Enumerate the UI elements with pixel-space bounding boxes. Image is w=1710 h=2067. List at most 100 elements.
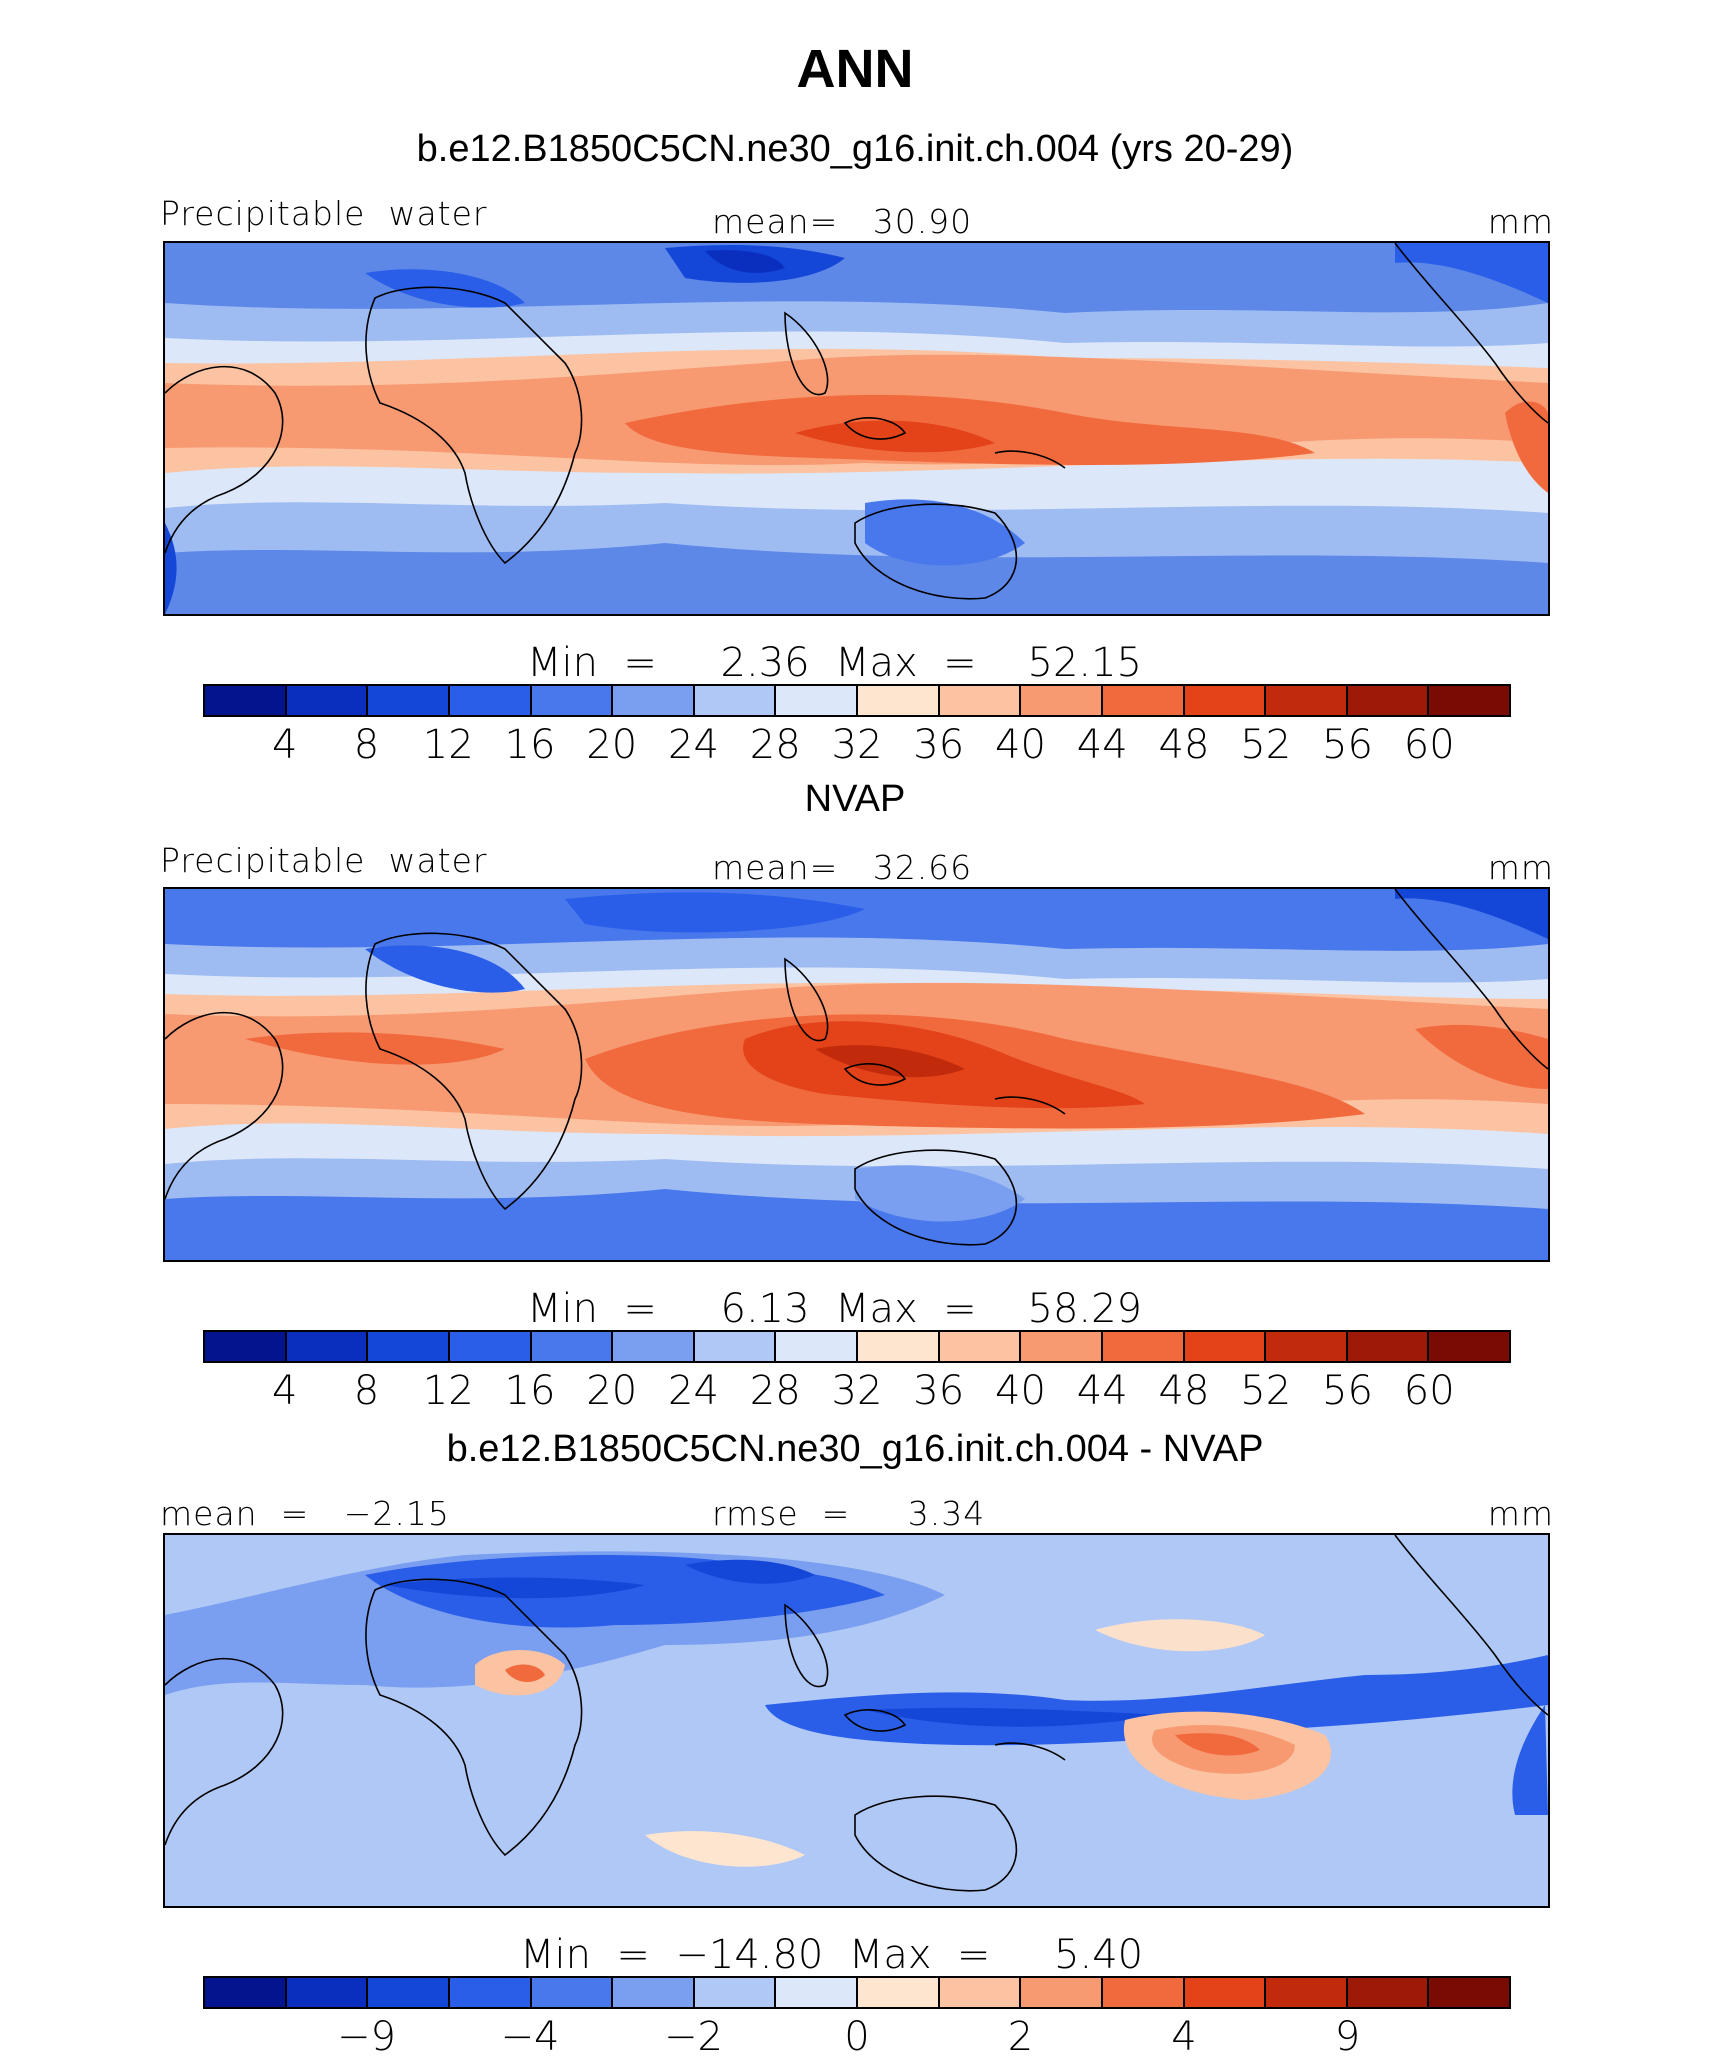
panel-1-minmax: Min = 2.36 Max = 52.15 — [527, 640, 1142, 686]
colorbar-tick-label: 24 — [668, 722, 719, 768]
colorbar-tick-label: 9 — [1334, 2014, 1361, 2060]
colorbar-cell — [205, 1332, 287, 1361]
panel-3-minmax: Min = −14.80 Max = 5.40 — [520, 1932, 1144, 1978]
colorbar-tick-label: 8 — [353, 1368, 380, 1414]
colorbar-tick-label: 56 — [1322, 1368, 1373, 1414]
panel-3-colorbar-ticks: −9 −4 −2 0 2 4 9 — [203, 2014, 1511, 2064]
panel-1-colorbar — [203, 684, 1511, 717]
colorbar-cell — [776, 1332, 858, 1361]
colorbar-tick-label: 56 — [1322, 722, 1373, 768]
panel-2-variable-label: Precipitable water — [160, 841, 488, 880]
colorbar-tick-label: 60 — [1403, 722, 1455, 768]
colorbar-cell — [1429, 1978, 1509, 2007]
colorbar-tick-label: −4 — [500, 2014, 560, 2060]
panel-1-variable-label: Precipitable water — [160, 194, 488, 233]
colorbar-tick-label: 48 — [1158, 1368, 1210, 1414]
panel-2-map — [163, 887, 1550, 1262]
colorbar-cell — [368, 686, 450, 715]
colorbar-tick-label: 36 — [913, 722, 965, 768]
colorbar-cell — [368, 1978, 450, 2007]
colorbar-tick-label: 4 — [272, 722, 298, 768]
colorbar-cell — [1021, 1978, 1103, 2007]
colorbar-cell — [286, 1978, 369, 2007]
colorbar-tick-label: 60 — [1403, 1368, 1455, 1414]
colorbar-tick-label: 4 — [272, 1368, 298, 1414]
colorbar-tick-label: 0 — [844, 2014, 870, 2060]
colorbar-tick-label: 2 — [1007, 2014, 1034, 2060]
colorbar-tick-label: 8 — [353, 722, 380, 768]
colorbar-cell — [1347, 686, 1430, 715]
colorbar-tick-label: 44 — [1076, 722, 1128, 768]
colorbar-tick-label: 20 — [586, 1368, 638, 1414]
colorbar-cell — [1102, 686, 1185, 715]
panel-1-subtitle: b.e12.B1850C5CN.ne30_g16.init.ch.004 (yr… — [416, 128, 1294, 170]
colorbar-cell — [1184, 686, 1267, 715]
colorbar-cell — [449, 1332, 532, 1361]
colorbar-cell — [1429, 1332, 1509, 1361]
panel-2-mean-label: mean= 32.66 — [712, 848, 973, 887]
colorbar-tick-label: 24 — [668, 1368, 719, 1414]
colorbar-cell — [858, 1332, 940, 1361]
colorbar-cell — [531, 686, 614, 715]
colorbar-cell — [1429, 686, 1509, 715]
colorbar-cell — [939, 686, 1022, 715]
colorbar-tick-label: 32 — [831, 722, 883, 768]
colorbar-tick-label: 4 — [1171, 2014, 1197, 2060]
colorbar-tick-label: 40 — [995, 722, 1046, 768]
colorbar-cell — [858, 686, 940, 715]
colorbar-cell — [1021, 1332, 1103, 1361]
colorbar-tick-label: −9 — [337, 2014, 396, 2060]
panel-3-subtitle: b.e12.B1850C5CN.ne30_g16.init.ch.004 - N… — [446, 1428, 1264, 1470]
colorbar-cell — [939, 1978, 1022, 2007]
colorbar-tick-label: 12 — [422, 1368, 474, 1414]
colorbar-tick-label: 48 — [1158, 722, 1210, 768]
colorbar-cell — [286, 686, 369, 715]
colorbar-tick-label: 44 — [1076, 1368, 1128, 1414]
colorbar-cell — [613, 686, 695, 715]
colorbar-cell — [531, 1978, 614, 2007]
colorbar-cell — [1102, 1978, 1185, 2007]
colorbar-cell — [776, 1978, 858, 2007]
colorbar-cell — [1102, 1332, 1185, 1361]
colorbar-cell — [613, 1978, 695, 2007]
panel-3-colorbar — [203, 1976, 1511, 2009]
colorbar-tick-label: 32 — [831, 1368, 883, 1414]
colorbar-cell — [1266, 1332, 1348, 1361]
panel-3-rmse-label: rmse = 3.34 — [712, 1494, 986, 1533]
panel-2-units: mm — [1487, 848, 1554, 887]
colorbar-cell — [286, 1332, 369, 1361]
colorbar-cell — [1347, 1978, 1430, 2007]
colorbar-cell — [613, 1332, 695, 1361]
colorbar-cell — [694, 686, 777, 715]
colorbar-cell — [205, 1978, 287, 2007]
panel-2-colorbar — [203, 1330, 1511, 1363]
colorbar-tick-label: 12 — [422, 722, 474, 768]
panel-1-mean-label: mean= 30.90 — [712, 202, 973, 241]
colorbar-cell — [858, 1978, 940, 2007]
colorbar-cell — [776, 686, 858, 715]
colorbar-tick-label: 52 — [1240, 1368, 1292, 1414]
panel-1-colorbar-ticks: 4 8 12 16 20 24 28 32 36 40 44 48 52 56 60 — [203, 722, 1511, 772]
panel-2-subtitle: NVAP — [804, 778, 906, 820]
colorbar-tick-label: 52 — [1240, 722, 1292, 768]
colorbar-cell — [1184, 1332, 1267, 1361]
colorbar-tick-label: 28 — [749, 722, 801, 768]
panel-1-map — [163, 241, 1550, 616]
colorbar-cell — [1021, 686, 1103, 715]
colorbar-cell — [939, 1332, 1022, 1361]
colorbar-tick-label: 16 — [504, 1368, 556, 1414]
colorbar-tick-label: 16 — [504, 722, 556, 768]
panel-3-mean-label: mean = −2.15 — [160, 1494, 450, 1533]
colorbar-cell — [694, 1978, 777, 2007]
colorbar-cell — [531, 1332, 614, 1361]
colorbar-cell — [1266, 1978, 1348, 2007]
panel-1-units: mm — [1487, 202, 1554, 241]
colorbar-cell — [368, 1332, 450, 1361]
colorbar-cell — [449, 686, 532, 715]
colorbar-tick-label: 36 — [913, 1368, 965, 1414]
figure-title: ANN — [796, 39, 914, 99]
colorbar-cell — [1347, 1332, 1430, 1361]
panel-3-units: mm — [1487, 1494, 1554, 1533]
panel-2-minmax: Min = 6.13 Max = 58.29 — [527, 1286, 1142, 1332]
colorbar-cell — [1184, 1978, 1267, 2007]
